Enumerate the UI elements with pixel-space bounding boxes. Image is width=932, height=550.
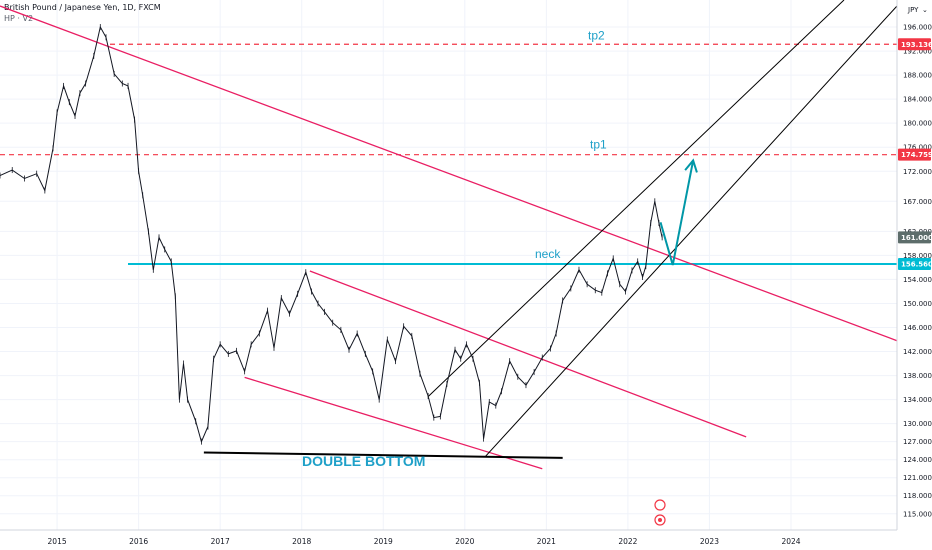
y-tick-label: 188.000	[903, 72, 932, 80]
event-markers[interactable]	[654, 499, 666, 526]
y-tick-label: 196.000	[903, 24, 932, 32]
trendline-descending-resistance	[0, 5, 898, 342]
projection-arrowhead	[684, 158, 698, 173]
y-tick-label: 127.000	[903, 438, 932, 446]
y-axis: 115.000 118.000 121.000 124.000 127.000 130.0…	[896, 0, 932, 530]
y-tick-label: 167.000	[903, 198, 932, 206]
neck-label: neck	[535, 247, 561, 261]
chart-header-indicator: HP · V2	[4, 14, 34, 23]
projection-path	[659, 160, 695, 266]
neck-price-tag-bg	[898, 258, 931, 271]
chart-annotations: tp2 tp1 neck DOUBLE BOTTOM	[302, 28, 607, 469]
x-tick-label: 2016	[129, 537, 148, 546]
y-tick-label: 115.000	[903, 510, 932, 518]
chart-header-symbol: British Pound / Japanese Yen, 1D, FXCM	[4, 3, 161, 12]
trendline-rising-upper	[427, 0, 845, 397]
trendlines	[0, 0, 898, 470]
y-tick-label: 184.000	[903, 96, 932, 104]
current-price-tag-bg	[898, 231, 931, 244]
x-axis: 2015 2016 2017 2018 2019 2020 2021 2022 2023 2024	[0, 529, 897, 546]
y-tick-label: 158.000	[903, 252, 932, 260]
trendline-channel-upper	[309, 270, 747, 438]
y-tick-label: 146.000	[903, 324, 932, 332]
y-tick-label: 124.000	[903, 456, 932, 464]
tp1-price-tag-bg	[898, 148, 931, 161]
level-lines	[0, 43, 897, 266]
y-tick-label: 154.000	[903, 276, 932, 284]
y-tick-label: 130.000	[903, 420, 932, 428]
tp1-label: tp1	[590, 138, 607, 152]
x-tick-label: 2015	[48, 537, 67, 546]
price-series-line	[0, 25, 663, 444]
tp1-price-tag: 174.759	[901, 151, 932, 159]
y-tick-label: 192.000	[903, 48, 932, 56]
chart-grid	[0, 0, 897, 530]
tp2-label: tp2	[588, 28, 605, 42]
trendline-support	[203, 451, 563, 459]
event-dot-inner-icon	[658, 518, 662, 522]
x-tick-label: 2019	[374, 537, 393, 546]
x-tick-label: 2020	[455, 537, 474, 546]
x-tick-label: 2018	[292, 537, 311, 546]
currency-label: JPY	[907, 6, 919, 14]
x-tick-label: 2017	[211, 537, 230, 546]
trendline-rising-lower	[484, 5, 898, 458]
y-tick-label: 134.000	[903, 396, 932, 404]
event-flag-icon[interactable]	[654, 499, 666, 511]
double-bottom-label: DOUBLE BOTTOM	[302, 453, 425, 469]
x-tick-label: 2024	[781, 537, 800, 546]
x-tick-label: 2021	[537, 537, 556, 546]
currency-selector[interactable]: JPY ⌄	[907, 6, 928, 14]
y-tick-label: 150.000	[903, 300, 932, 308]
neck-price-tag: 156.560	[901, 261, 932, 269]
y-tick-label: 118.000	[903, 492, 932, 500]
y-tick-label: 121.000	[903, 474, 932, 482]
y-tick-label: 172.000	[903, 168, 932, 176]
chevron-down-icon[interactable]: ⌄	[922, 6, 928, 14]
y-tick-label: 176.000	[903, 144, 932, 152]
x-tick-label: 2022	[618, 537, 637, 546]
y-tick-label: 180.000	[903, 120, 932, 128]
current-price-tag: 161.000	[901, 234, 932, 242]
tp2-price-tag-bg	[898, 38, 931, 51]
price-tags: 193.136 174.759 161.000 156.560	[898, 38, 932, 271]
tp2-price-tag: 193.136	[901, 41, 932, 49]
y-tick-label: 138.000	[903, 372, 932, 380]
x-tick-label: 2023	[700, 537, 719, 546]
projection-arrow	[0, 24, 698, 445]
trendline-channel-lower	[244, 376, 543, 470]
y-tick-label: 142.000	[903, 348, 932, 356]
